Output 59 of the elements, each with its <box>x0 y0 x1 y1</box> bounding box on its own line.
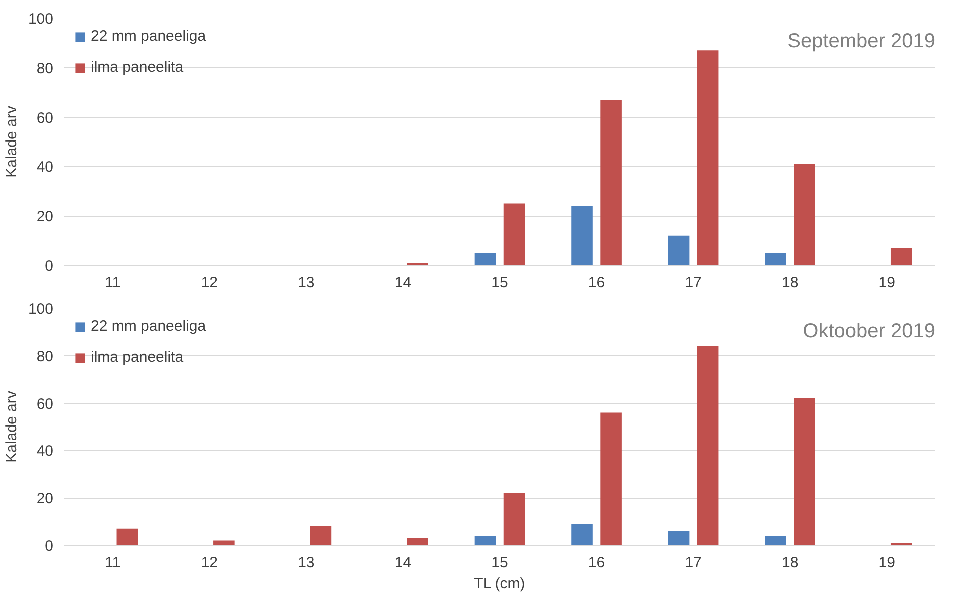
bar <box>765 536 786 546</box>
x-tick-label: 18 <box>782 274 799 292</box>
x-axis-title: TL (cm) <box>474 576 526 592</box>
y-tick-label: 40 <box>36 443 54 460</box>
x-tick-label: 17 <box>685 274 702 292</box>
y-tick-label: 60 <box>36 396 54 413</box>
bar <box>890 248 912 266</box>
bar <box>572 206 593 266</box>
bar <box>697 346 719 546</box>
bar <box>504 493 526 546</box>
bar <box>310 526 332 546</box>
y-tick-label: 20 <box>36 208 54 226</box>
x-tick-label: 19 <box>878 274 896 292</box>
text: Oktoober 2019 <box>803 320 936 342</box>
y-axis-title: Kalade arv <box>3 390 20 463</box>
x-tick-label: 14 <box>394 274 412 292</box>
bar <box>504 204 526 266</box>
x-tick-label: 13 <box>298 274 315 292</box>
x-tick-label: 16 <box>588 554 606 572</box>
y-tick-label: 0 <box>45 258 54 275</box>
legend-label: ilma paneelita <box>91 59 184 76</box>
y-tick-label: 80 <box>36 348 54 366</box>
x-tick-label: 15 <box>492 274 508 292</box>
x-tick-label: 17 <box>685 554 702 572</box>
y-tick-label: 80 <box>36 60 54 78</box>
legend-label: ilma paneelita <box>91 349 184 366</box>
x-tick-label: 13 <box>298 554 315 572</box>
text: September 2019 <box>788 30 936 52</box>
legend-label: 22 mm paneeliga <box>91 318 206 335</box>
bar <box>668 236 690 266</box>
x-tick-label: 12 <box>201 554 218 572</box>
x-tick-label: 15 <box>492 554 508 572</box>
y-tick-label: 100 <box>28 301 54 318</box>
bar <box>794 164 816 266</box>
x-tick-label: 12 <box>201 274 218 292</box>
x-tick-label: 11 <box>105 554 121 572</box>
bar <box>765 253 786 266</box>
x-tick-label: 14 <box>394 554 412 572</box>
bar <box>407 538 428 546</box>
bar <box>600 412 622 546</box>
y-axis-title: Kalade arv <box>3 106 20 178</box>
x-tick-label: 18 <box>782 554 799 572</box>
y-tick-label: 60 <box>36 110 54 127</box>
y-tick-label: 40 <box>36 159 54 176</box>
bar <box>474 536 496 546</box>
bar <box>600 100 622 266</box>
y-tick-label: 100 <box>28 11 54 28</box>
bar <box>794 398 816 546</box>
bar <box>572 524 593 546</box>
y-tick-label: 20 <box>36 490 54 508</box>
x-tick-label: 11 <box>105 274 121 292</box>
bar <box>474 253 496 266</box>
x-tick-label: 16 <box>588 274 606 292</box>
bar <box>116 528 138 546</box>
legend-label: 22 mm paneeliga <box>91 28 206 45</box>
bar <box>697 50 719 266</box>
y-tick-label: 0 <box>45 538 54 555</box>
bar <box>668 531 690 546</box>
x-tick-label: 19 <box>878 554 896 572</box>
